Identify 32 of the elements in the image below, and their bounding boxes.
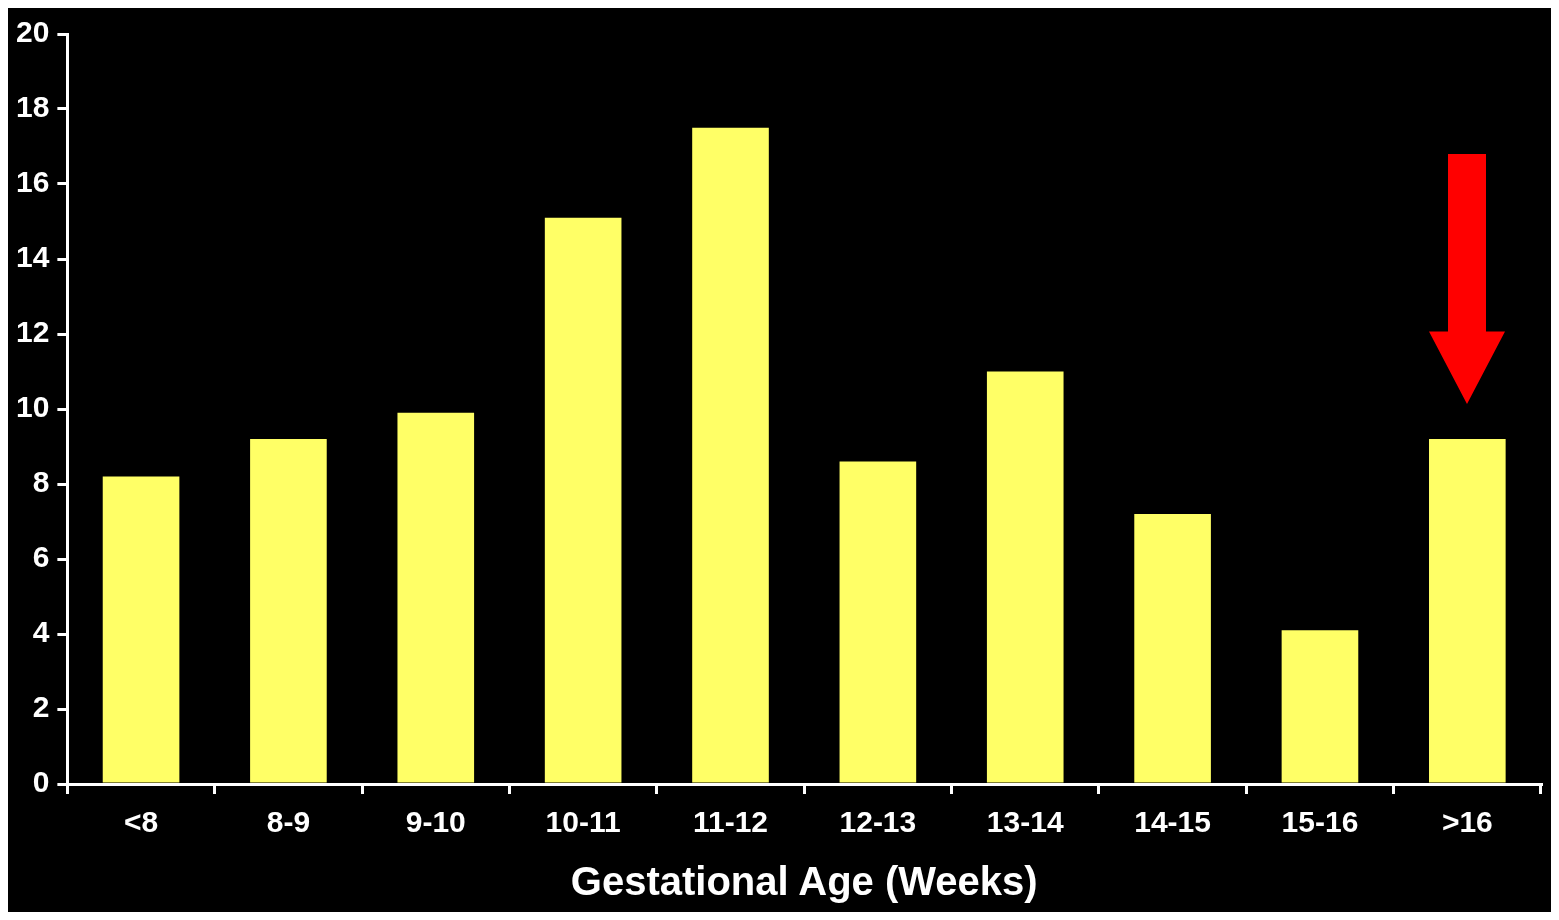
y-tick-label: 6 [32, 540, 50, 574]
y-tick-label: 4 [32, 615, 50, 649]
y-tick-label: 10 [15, 390, 50, 424]
x-tick-label: 12-13 [839, 805, 917, 839]
y-tick-label: 0 [32, 765, 50, 799]
x-tick-label: 11-12 [692, 805, 769, 839]
bar [692, 127, 769, 783]
x-tick-label: <8 [123, 805, 159, 839]
bar [1281, 630, 1359, 783]
y-tick-label: 8 [32, 465, 50, 499]
bar [839, 461, 917, 783]
bar [1429, 439, 1506, 783]
y-tick-label: 14 [15, 240, 50, 274]
bar [1134, 514, 1211, 783]
x-tick-label: 8-9 [266, 805, 311, 839]
bar [102, 476, 180, 783]
x-tick-label: 9-10 [405, 805, 466, 839]
bar [250, 439, 327, 783]
y-tick-label: 12 [15, 315, 50, 349]
x-axis-title: Gestational Age (Weeks) [570, 859, 1038, 904]
bar [986, 371, 1064, 783]
y-tick-label: 20 [15, 15, 50, 49]
x-tick-label: 10-11 [545, 805, 621, 839]
x-tick-label: 14-15 [1134, 805, 1211, 839]
y-tick-label: 16 [15, 165, 50, 199]
x-tick-label: 15-16 [1281, 805, 1359, 839]
y-tick-label: 18 [15, 90, 50, 124]
x-tick-label: 13-14 [986, 805, 1064, 839]
bar [544, 217, 622, 783]
bar [397, 412, 475, 783]
x-tick-label: >16 [1441, 805, 1493, 839]
y-tick-label: 2 [32, 690, 50, 724]
